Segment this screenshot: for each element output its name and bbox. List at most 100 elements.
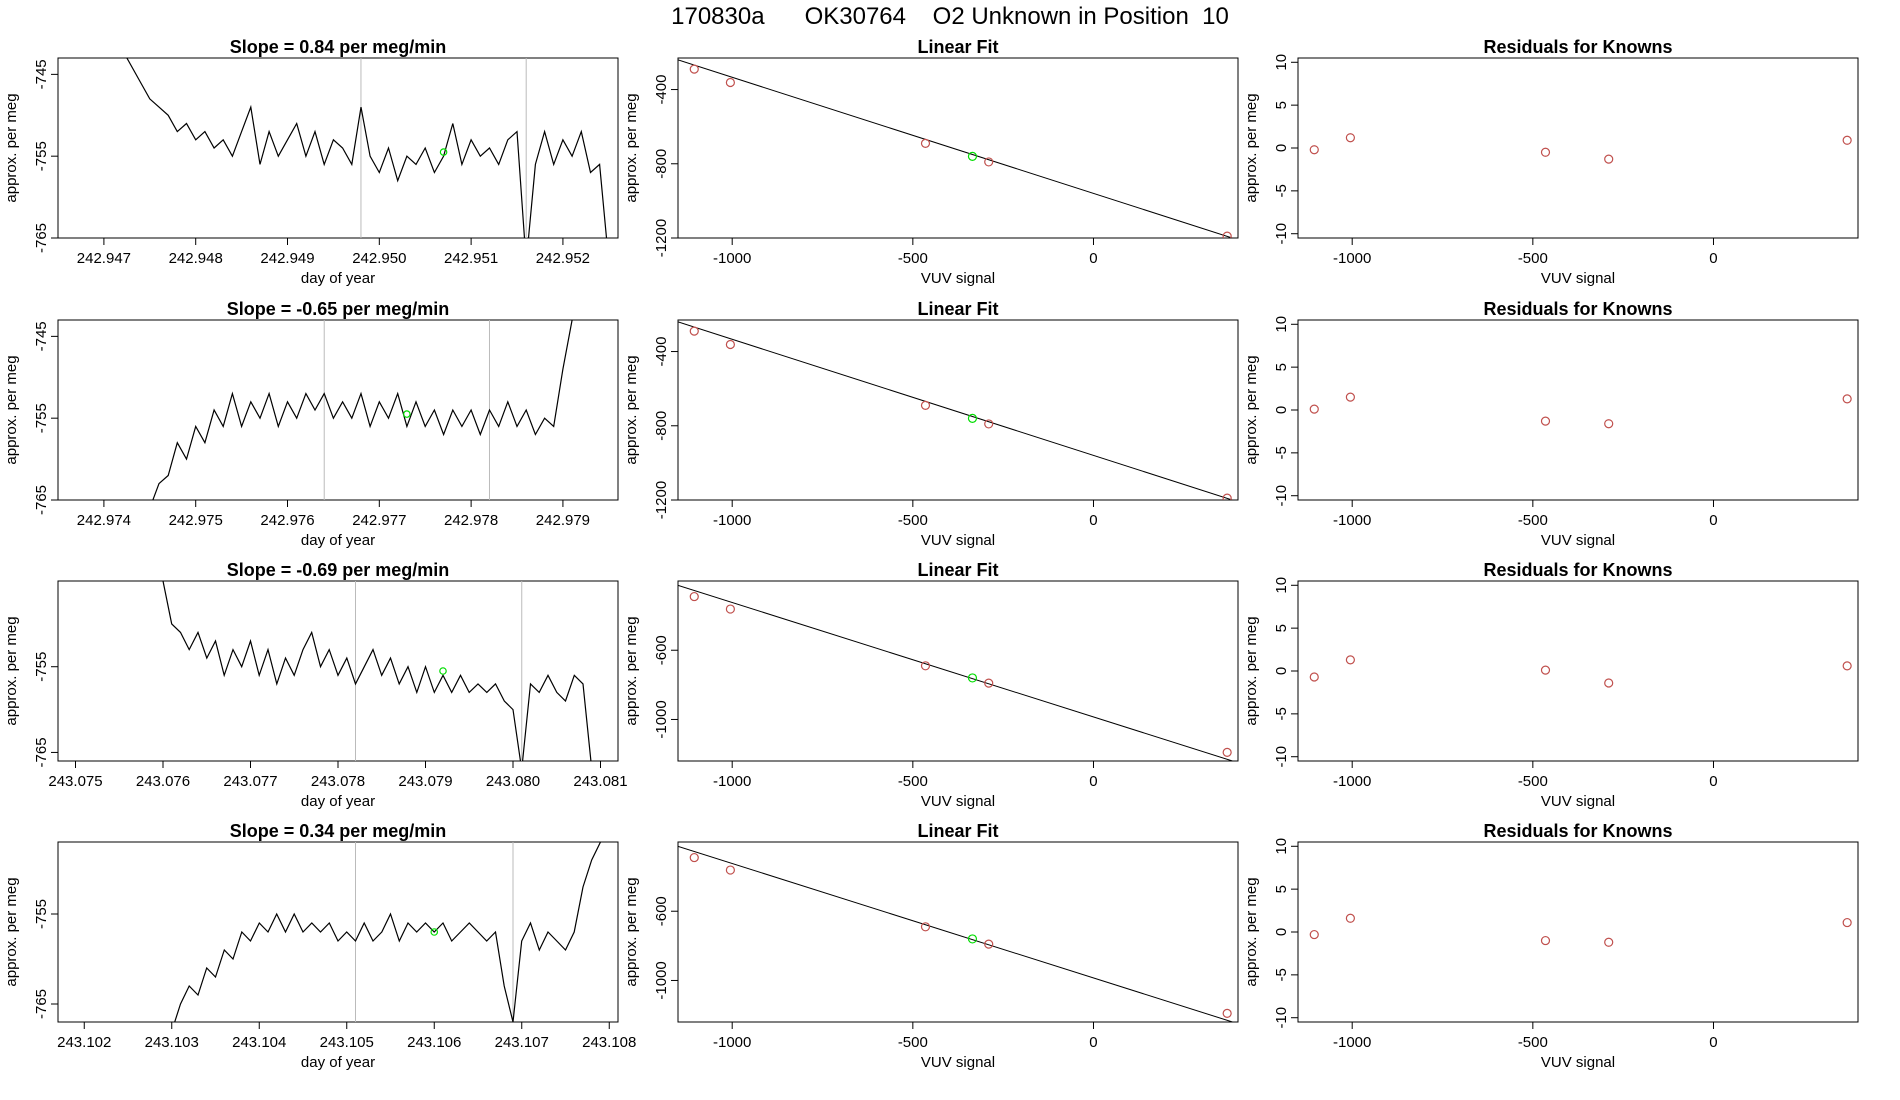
y-tick-label: -1000 [653,961,670,999]
x-tick-label: -500 [1518,250,1548,267]
residual-point [1345,133,1355,143]
residual-point [1604,678,1614,688]
y-tick-label: -755 [33,141,50,171]
y-axis-label: approx. per meg [1243,877,1260,986]
signal-trace [126,58,608,238]
panel-title: Linear Fit [917,560,998,580]
known-point [1222,1008,1232,1018]
x-axis-label: VUV signal [1541,1054,1615,1071]
y-axis-label: approx. per meg [1243,616,1260,725]
residual-point [1842,917,1852,928]
panel-10: Residuals for Knowns -1000 -500 0 VUV signal… [1243,299,1859,549]
residual-point [1345,913,1355,923]
x-tick-label: -500 [898,250,928,267]
panel-8: Linear Fit -1000 -500 0 VUV signal -1000 -600 a… [623,821,1239,1071]
x-tick-label: 0 [1709,1034,1717,1051]
x-axis-label: day of year [301,1054,375,1071]
x-tick-label: -500 [1518,512,1548,529]
residual-point [1540,147,1551,157]
plot-frame [677,580,1239,762]
signal-trace [152,320,573,500]
panel-12: Residuals for Knowns -1000 -500 0 VUV signal… [1243,821,1859,1071]
x-tick-label: 243.107 [495,1034,549,1051]
plot-area [678,321,1234,500]
y-tick-label: -600 [653,896,670,926]
x-axis-label: VUV signal [1541,270,1615,287]
known-point [725,339,735,350]
known-point [1222,747,1232,757]
residual-point [1842,661,1852,671]
x-tick-label: 0 [1089,512,1097,529]
residual-point [1309,145,1319,155]
x-tick-label: 0 [1709,512,1717,529]
known-point [689,852,699,863]
x-tick-label: 243.103 [145,1034,199,1051]
x-axis-label: VUV signal [921,270,995,287]
plot-frame [57,319,619,501]
plot-area [126,58,608,238]
y-tick-label: -755 [33,652,50,682]
x-axis-label: VUV signal [921,1054,995,1071]
known-point [920,661,931,671]
x-tick-label: 0 [1089,1034,1097,1051]
y-axis-label: approx. per meg [623,355,640,464]
fit-line [678,321,1234,500]
signal-trace [162,581,592,761]
y-tick-label: 5 [1273,885,1290,893]
x-tick-label: 242.976 [260,512,314,529]
known-point [984,939,994,949]
y-tick-label: -400 [653,75,670,105]
y-tick-label: -5 [1273,968,1290,981]
x-tick-label: 0 [1089,773,1097,790]
unknown-point [967,934,978,944]
known-point [725,604,735,614]
plot-area [678,584,1235,761]
known-point [689,591,699,602]
plot-frame [57,57,619,239]
known-point [920,400,931,410]
y-tick-label: 0 [1273,144,1290,152]
known-point [689,326,699,336]
residual-point [1345,392,1355,402]
x-tick-label: 243.077 [223,773,277,790]
y-axis-label: approx. per meg [623,93,640,202]
unknown-point [967,413,978,423]
plot-frame [1297,57,1859,239]
y-tick-label: -765 [33,737,50,767]
plot-area [1309,392,1852,429]
residual-point [1309,404,1319,414]
x-tick-label: 243.080 [486,773,540,790]
y-tick-label: -1000 [653,700,670,738]
x-axis-label: VUV signal [921,793,995,810]
y-tick-label: 0 [1273,406,1290,414]
x-tick-label: -1000 [713,1034,751,1051]
y-tick-label: 10 [1273,54,1290,71]
y-tick-label: -600 [653,635,670,665]
x-tick-label: 243.106 [407,1034,461,1051]
known-point [984,419,994,429]
fit-line [678,59,1234,238]
y-tick-label: -10 [1273,746,1290,768]
plot-frame [677,57,1239,239]
y-axis-label: approx. per meg [3,355,20,464]
y-tick-label: -745 [33,321,50,351]
residual-point [1309,929,1319,940]
unknown-point [430,928,439,936]
y-axis-label: approx. per meg [1243,355,1260,464]
residual-point [1309,672,1319,682]
x-tick-label: 242.947 [77,250,131,267]
y-axis-label: approx. per meg [3,616,20,725]
known-point [920,138,931,148]
known-point [984,157,994,167]
x-tick-label: 243.108 [582,1034,636,1051]
y-tick-label: -10 [1273,485,1290,507]
panel-7: Linear Fit -1000 -500 0 VUV signal -1000 -600 a… [623,560,1239,810]
panel-1: Slope = 0.84 per meg/min 242.947 242.948 24… [3,37,619,287]
unknown-point [967,673,978,683]
panel-title: Linear Fit [917,299,998,319]
x-tick-label: -500 [898,512,928,529]
y-tick-label: 10 [1273,838,1290,855]
x-tick-label: 242.948 [169,250,223,267]
x-tick-label: 242.952 [536,250,590,267]
y-tick-label: -400 [653,337,670,367]
